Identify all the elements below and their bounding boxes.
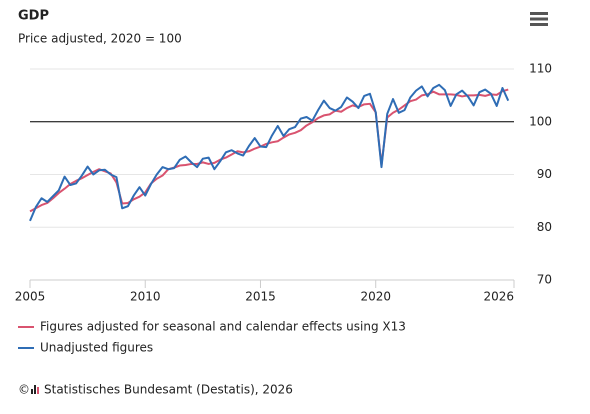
- x-tick-label: 2020: [360, 290, 391, 304]
- copyright: ©: [18, 383, 30, 397]
- x-tick-label: 2010: [130, 290, 161, 304]
- logo-bar: [31, 389, 33, 394]
- menu-bar[interactable]: [530, 23, 548, 26]
- x-tick-label: 2015: [245, 290, 276, 304]
- chart-subtitle: Price adjusted, 2020 = 100: [18, 32, 182, 46]
- logo-bar: [34, 385, 36, 394]
- y-tick-label: 100: [529, 114, 552, 128]
- y-tick-label: 110: [529, 62, 552, 76]
- menu-button[interactable]: [530, 12, 548, 26]
- y-tick-label: 80: [537, 220, 552, 234]
- x-tick-label: 2026: [483, 290, 514, 304]
- legend-label: Figures adjusted for seasonal and calend…: [40, 320, 406, 334]
- menu-bar[interactable]: [530, 12, 548, 15]
- y-tick-label: 70: [537, 273, 552, 287]
- logo: [31, 385, 39, 394]
- series-line: [29, 83, 510, 222]
- menu-bar[interactable]: [530, 17, 548, 21]
- chart-title: GDP: [18, 9, 49, 24]
- credits: Statistisches Bundesamt (Destatis), 2026: [44, 383, 293, 397]
- x-tick-label: 2005: [15, 290, 46, 304]
- legend-label: Unadjusted figures: [40, 341, 153, 355]
- logo-bar: [37, 387, 39, 394]
- y-tick-label: 90: [537, 167, 552, 181]
